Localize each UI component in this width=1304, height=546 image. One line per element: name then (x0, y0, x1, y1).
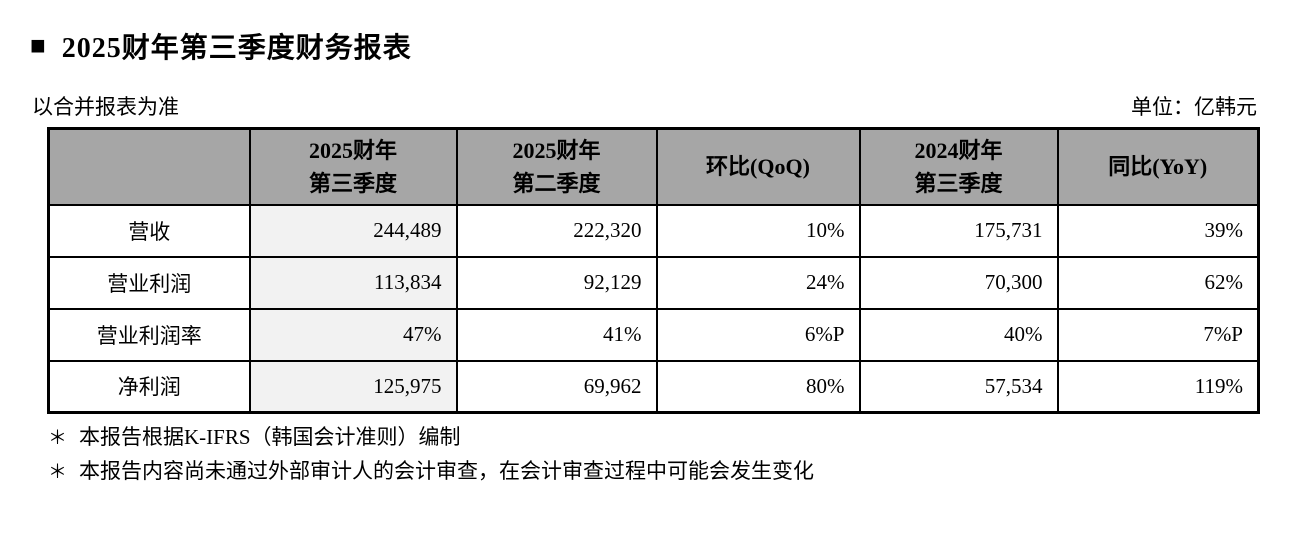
table-row-operating-profit: 营业利润 113,834 92,129 24% 70,300 62% (47, 255, 1260, 310)
cell-value: 7%P (1056, 307, 1260, 362)
header-cell-fy2025-q2: 2025财年 第二季度 (455, 127, 658, 206)
page-title: 2025财年第三季度财务报表 (61, 33, 412, 64)
cell-value: 47% (248, 307, 458, 362)
header-cell-fy2025-q3: 2025财年 第三季度 (248, 127, 458, 206)
cell-value: 244,489 (248, 203, 458, 258)
scope-note: 以合并报表为准 (32, 95, 179, 119)
page-title-row: ■ 2025财年第三季度财务报表 (30, 26, 1304, 66)
cell-value: 119% (1056, 359, 1260, 414)
table-row-revenue: 营收 244,489 222,320 10% 175,731 39% (47, 203, 1260, 258)
footnotes: ＊ 本报告根据K-IFRS（韩国会计准则）编制 ＊ 本报告内容尚未通过外部审计人… (48, 424, 1304, 485)
footnote-unaudited: ＊ 本报告内容尚未通过外部审计人的会计审查，在会计审查过程中可能会发生变化 (48, 458, 1304, 485)
row-label: 净利润 (47, 359, 251, 414)
cell-value: 40% (858, 307, 1059, 362)
cell-value: 62% (1056, 255, 1260, 310)
cell-value: 92,129 (455, 255, 658, 310)
cell-value: 69,962 (455, 359, 658, 414)
cell-value: 175,731 (858, 203, 1059, 258)
square-bullet-icon: ■ (30, 31, 46, 60)
row-label: 营业利润率 (47, 307, 251, 362)
row-label: 营收 (47, 203, 251, 258)
header-cell-qoq: 环比(QoQ) (655, 127, 861, 206)
cell-value: 70,300 (858, 255, 1059, 310)
asterisk-icon: ＊ (48, 428, 68, 450)
cell-value: 10% (655, 203, 861, 258)
header-cell-fy2024-q3: 2024财年 第三季度 (858, 127, 1059, 206)
cell-value: 41% (455, 307, 658, 362)
cell-value: 6%P (655, 307, 861, 362)
cell-value: 222,320 (455, 203, 658, 258)
cell-value: 125,975 (248, 359, 458, 414)
table-meta-row: 以合并报表为准 单位：亿韩元 (0, 95, 1304, 119)
table-row-net-profit: 净利润 125,975 69,962 80% 57,534 119% (47, 359, 1260, 414)
footnote-text: 本报告内容尚未通过外部审计人的会计审查，在会计审查过程中可能会发生变化 (79, 458, 815, 483)
asterisk-icon: ＊ (48, 461, 68, 483)
table-row-operating-margin: 营业利润率 47% 41% 6%P 40% 7%P (47, 307, 1260, 362)
cell-value: 39% (1056, 203, 1260, 258)
footnote-text: 本报告根据K-IFRS（韩国会计准则）编制 (79, 425, 461, 450)
table-header: 2025财年 第三季度 2025财年 第二季度 环比(QoQ) 2024财年 第… (47, 127, 1260, 206)
cell-value: 57,534 (858, 359, 1059, 414)
cell-value: 80% (655, 359, 861, 414)
table-body: 营收 244,489 222,320 10% 175,731 39% 营业利润 … (47, 203, 1260, 414)
cell-value: 113,834 (248, 255, 458, 310)
unit-label: 单位：亿韩元 (1131, 95, 1257, 119)
financial-results-table: 2025财年 第三季度 2025财年 第二季度 环比(QoQ) 2024财年 第… (47, 127, 1260, 415)
header-cell-rowlabel (47, 127, 251, 206)
header-cell-yoy: 同比(YoY) (1056, 127, 1260, 206)
footnote-kifrs: ＊ 本报告根据K-IFRS（韩国会计准则）编制 (48, 424, 1304, 451)
header-row: 2025财年 第三季度 2025财年 第二季度 环比(QoQ) 2024财年 第… (47, 127, 1260, 206)
cell-value: 24% (655, 255, 861, 310)
row-label: 营业利润 (47, 255, 251, 310)
